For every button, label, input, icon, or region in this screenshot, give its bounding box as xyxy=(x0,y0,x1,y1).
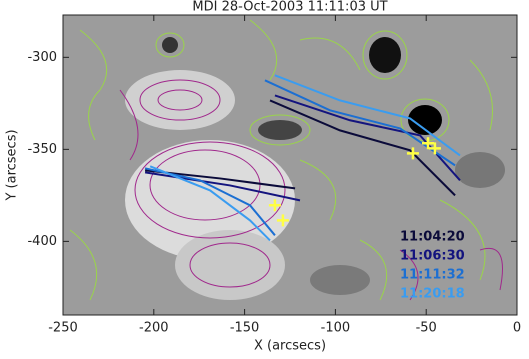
legend-entry: 11:11:32 xyxy=(400,268,465,283)
cross-marker xyxy=(406,147,419,160)
x-tick-label: -100 xyxy=(321,321,351,336)
y-tick-label: -300 xyxy=(27,50,57,65)
x-tick-label: 0 xyxy=(513,321,521,336)
chart-title: MDI 28-Oct-2003 11:11:03 UT xyxy=(192,0,387,15)
x-tick-label: -150 xyxy=(230,321,260,336)
y-axis-label: Y (arcsecs) xyxy=(5,129,20,201)
magnetogram xyxy=(63,15,517,315)
y-tick-label: -350 xyxy=(27,142,57,157)
x-tick-label: -200 xyxy=(139,321,169,336)
cross-marker xyxy=(268,199,281,212)
legend-entry: 11:04:20 xyxy=(400,230,465,245)
trace-line xyxy=(149,74,461,242)
legend-entry: 11:20:18 xyxy=(400,287,465,302)
cross-marker xyxy=(422,137,435,150)
x-tick-label: -50 xyxy=(416,321,437,336)
x-axis-label: X (arcsecs) xyxy=(254,339,326,354)
plot-frame xyxy=(62,14,518,316)
y-tick-label: -400 xyxy=(27,234,57,249)
cross-marker xyxy=(428,142,441,155)
x-tick-label: -250 xyxy=(48,321,78,336)
cross-marker xyxy=(276,214,289,227)
legend-entry: 11:06:30 xyxy=(400,249,465,264)
